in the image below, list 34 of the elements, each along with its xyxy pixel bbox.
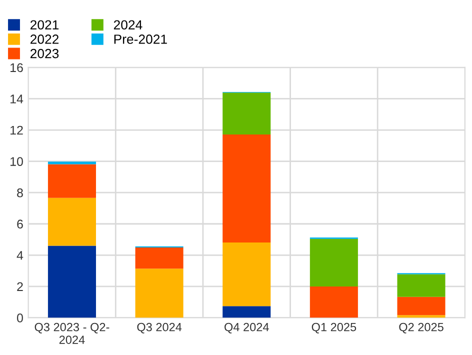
- y-tick-label: 10: [10, 157, 23, 166]
- y-tick-label: 14: [10, 94, 24, 104]
- bar: [310, 286, 358, 318]
- bar: [222, 242, 271, 306]
- legend-label: 2023: [30, 48, 59, 58]
- bar: [135, 268, 184, 318]
- y-tick-label: 0: [16, 314, 23, 322]
- y-tick-label: 8: [17, 188, 23, 198]
- y-tick-label: 6: [17, 220, 23, 229]
- x-tick-label: Q4 2024: [224, 322, 269, 334]
- bar: [310, 238, 358, 286]
- bar: [48, 162, 96, 164]
- legend-label: 2024: [114, 20, 142, 30]
- bar: [397, 315, 446, 318]
- legend-label: 2021: [30, 20, 59, 30]
- legend-label: 2022: [30, 34, 59, 44]
- bar: [48, 164, 96, 198]
- bar: [48, 246, 96, 318]
- x-tick-label: Q3 2024: [137, 322, 182, 334]
- bar: [135, 247, 184, 269]
- bar: [222, 134, 271, 242]
- y-tick-label: 2: [17, 282, 23, 291]
- bar: [222, 92, 271, 135]
- x-tick-label: Q1 2025: [312, 322, 356, 334]
- bar: [48, 198, 96, 246]
- y-tick-label: 12: [10, 126, 23, 135]
- bar: [397, 296, 446, 316]
- x-tick-label: Q3 2023 - Q2- 2024: [34, 322, 110, 344]
- bar: [397, 274, 446, 297]
- y-tick-label: 4: [16, 251, 24, 260]
- legend-label: Pre-2021: [114, 34, 167, 44]
- bar: [222, 306, 271, 318]
- x-tick-label: Q2 2025: [399, 322, 444, 334]
- y-tick-label: 16: [10, 63, 23, 72]
